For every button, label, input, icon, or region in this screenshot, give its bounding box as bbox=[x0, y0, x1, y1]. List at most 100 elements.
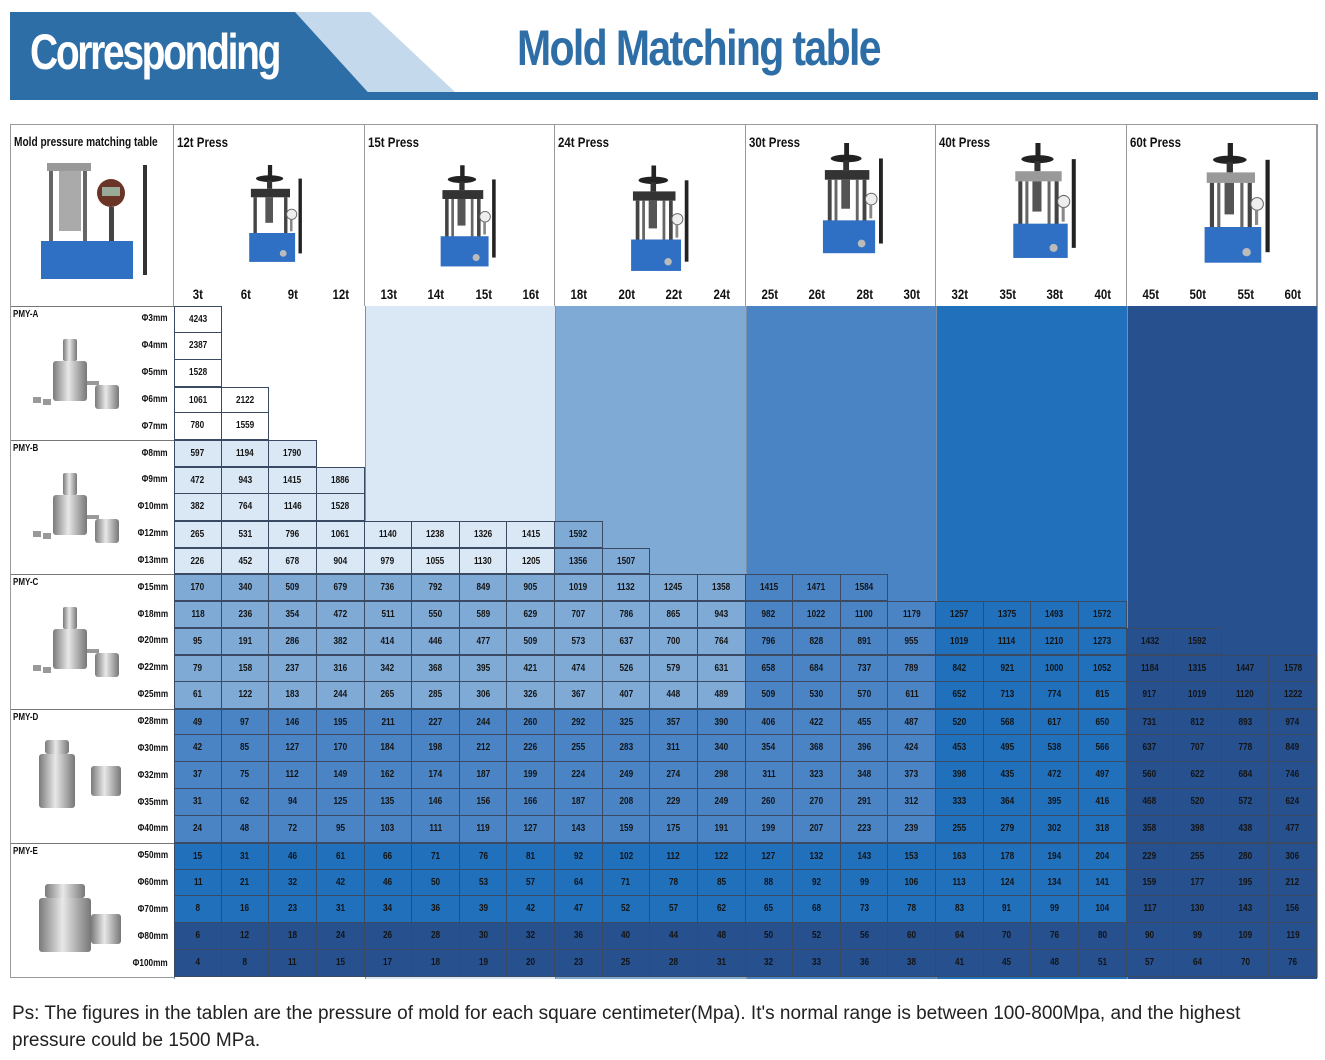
pressure-cell: 1584 bbox=[840, 574, 889, 602]
pressure-value: 279 bbox=[1000, 822, 1014, 834]
diameter-label: Φ18mm bbox=[137, 608, 168, 620]
pressure-value: 85 bbox=[716, 876, 726, 888]
pressure-cell: 104 bbox=[1078, 896, 1127, 924]
pressure-value: 178 bbox=[1000, 850, 1014, 862]
pressure-cell: 178 bbox=[983, 842, 1032, 870]
pressure-value: 223 bbox=[857, 822, 871, 834]
pressure-cell: 354 bbox=[745, 735, 794, 763]
pressure-value: 212 bbox=[476, 742, 490, 754]
pressure-value: 62 bbox=[240, 796, 250, 808]
pressure-cell: 796 bbox=[745, 628, 794, 655]
pressure-cell: 48 bbox=[221, 815, 270, 843]
pressure-cell: 65 bbox=[745, 896, 794, 924]
pressure-cell: 368 bbox=[793, 735, 841, 763]
pressure-cell: 477 bbox=[459, 628, 508, 655]
pressure-value: 1100 bbox=[855, 609, 873, 621]
pressure-value: 12 bbox=[240, 930, 250, 942]
press-title: 12t Press bbox=[177, 134, 229, 150]
pressure-cell: 611 bbox=[888, 681, 936, 709]
pressure-value: 249 bbox=[714, 796, 729, 808]
pressure-cell: 316 bbox=[316, 654, 365, 682]
pressure-cell: 538 bbox=[1031, 735, 1079, 763]
pressure-value: 195 bbox=[333, 716, 348, 728]
pressure-value: 149 bbox=[333, 769, 348, 781]
pressure-value: 298 bbox=[714, 769, 729, 781]
pressure-value: 135 bbox=[380, 796, 395, 808]
pressure-value: 828 bbox=[809, 636, 824, 648]
pressure-cell: 24 bbox=[174, 815, 222, 843]
pressure-value: 707 bbox=[571, 609, 586, 621]
tonnage-label: 55t bbox=[1237, 286, 1254, 302]
pressure-value: 8 bbox=[195, 903, 201, 915]
pressure-value: 979 bbox=[380, 555, 395, 567]
pressure-value: 448 bbox=[666, 688, 681, 700]
diameter-label: Φ40mm bbox=[137, 823, 168, 835]
pressure-cell: 631 bbox=[697, 654, 746, 682]
pressure-value: 1356 bbox=[569, 555, 588, 567]
pressure-cell: 318 bbox=[1078, 815, 1127, 843]
pressure-cell: 589 bbox=[459, 601, 508, 629]
pressure-value: 495 bbox=[1000, 742, 1014, 754]
press-header: 15t Press 13t 14t 15t 16t bbox=[364, 125, 555, 306]
pressure-value: 61 bbox=[193, 688, 203, 700]
pressure-value: 118 bbox=[191, 609, 205, 621]
pressure-cell: 119 bbox=[1269, 923, 1317, 951]
pressure-cell: 849 bbox=[1269, 735, 1317, 763]
pressure-cell: 472 bbox=[316, 601, 365, 629]
pressure-value: 474 bbox=[571, 662, 586, 674]
pressure-cell: 1356 bbox=[555, 547, 603, 575]
pressure-value: 1205 bbox=[521, 555, 540, 567]
pressure-cell: 764 bbox=[221, 493, 270, 521]
pressure-value: 184 bbox=[380, 742, 395, 754]
pressure-cell: 489 bbox=[697, 681, 746, 709]
pressure-cell: 73 bbox=[840, 896, 889, 924]
pressure-value: 46 bbox=[383, 876, 393, 888]
pressure-value: 531 bbox=[238, 528, 252, 540]
pressure-cell: 99 bbox=[1174, 923, 1222, 951]
pressure-cell: 1100 bbox=[840, 601, 889, 629]
diameter-label: Φ50mm bbox=[137, 850, 168, 862]
pressure-value: 103 bbox=[380, 822, 395, 834]
pressure-value: 111 bbox=[429, 822, 442, 834]
pressure-value: 76 bbox=[478, 850, 488, 862]
pressure-cell: 49 bbox=[174, 708, 222, 736]
pressure-cell: 700 bbox=[650, 628, 698, 655]
pressure-value: 249 bbox=[619, 769, 633, 781]
pressure-value: 76 bbox=[1050, 930, 1060, 942]
pressure-value: 455 bbox=[857, 716, 871, 728]
pressure-value: 18 bbox=[288, 930, 298, 942]
pressure-cell: 792 bbox=[412, 574, 460, 602]
pressure-cell: 78 bbox=[650, 869, 698, 897]
pressure-cell: 118 bbox=[174, 601, 222, 629]
pressure-value: 31 bbox=[716, 957, 726, 969]
pressure-value: 204 bbox=[1095, 850, 1110, 862]
pressure-cell: 156 bbox=[1269, 896, 1317, 924]
pressure-value: 112 bbox=[666, 850, 681, 862]
pressure-cell: 780 bbox=[174, 413, 222, 441]
pressure-value: 1120 bbox=[1236, 688, 1254, 700]
pressure-value: 364 bbox=[1000, 796, 1014, 808]
pressure-cell: 1559 bbox=[221, 413, 270, 441]
pressure-value: 40 bbox=[621, 930, 631, 942]
pressure-value: 141 bbox=[1095, 876, 1110, 888]
pressure-cell: 398 bbox=[1174, 815, 1222, 843]
pressure-value: 37 bbox=[193, 769, 203, 781]
banner: Corresponding Mold Matching table bbox=[10, 12, 1318, 102]
pressure-cell: 30 bbox=[459, 923, 508, 951]
pressure-value: 224 bbox=[571, 769, 586, 781]
pressure-value: 737 bbox=[857, 662, 871, 674]
pressure-value: 122 bbox=[238, 688, 252, 700]
pressure-value: 1326 bbox=[473, 528, 493, 540]
pressure-value: 212 bbox=[1285, 876, 1300, 888]
pressure-cell: 438 bbox=[1221, 815, 1270, 843]
pressure-cell: 198 bbox=[412, 735, 460, 763]
pressure-value: 4243 bbox=[188, 314, 207, 325]
pressure-value: 1222 bbox=[1283, 688, 1302, 700]
pressure-cell: 33 bbox=[793, 950, 841, 977]
pressure-cell: 90 bbox=[1126, 923, 1175, 951]
mold-group-pmy-a: PMY-A Φ3mm Φ4mm Φ5mm Φ6mm Φ7mm bbox=[11, 306, 174, 441]
pressure-cell: 195 bbox=[316, 708, 365, 736]
pressure-value: 64 bbox=[954, 930, 964, 942]
pressure-value: 170 bbox=[190, 582, 205, 594]
pressure-cell: 446 bbox=[412, 628, 460, 655]
